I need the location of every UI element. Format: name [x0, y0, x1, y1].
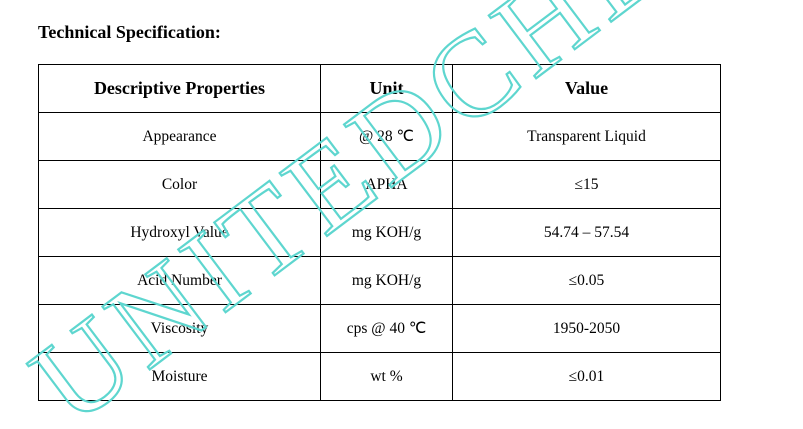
column-header: Value	[452, 64, 721, 113]
table-row: Moisture wt % ≤0.01	[38, 352, 721, 401]
table-cell: ≤15	[452, 160, 721, 209]
table-cell: Viscosity	[38, 304, 321, 353]
table-row: Color APHA ≤15	[38, 160, 721, 209]
table-cell: ≤0.05	[452, 256, 721, 305]
header-row: Descriptive Properties Unit Value	[38, 64, 721, 113]
table-cell: 1950-2050	[452, 304, 721, 353]
table-cell: Color	[38, 160, 321, 209]
column-header: Descriptive Properties	[38, 64, 321, 113]
table-cell: ≤0.01	[452, 352, 721, 401]
table-row: Viscosity cps @ 40 ℃ 1950-2050	[38, 304, 721, 353]
table-cell: Appearance	[38, 112, 321, 161]
table-cell: Hydroxyl Value	[38, 208, 321, 257]
table-cell: mg KOH/g	[320, 256, 453, 305]
heading: Technical Specification:	[38, 22, 221, 42]
table-cell: Transparent Liquid	[452, 112, 721, 161]
table-cell: Acid Number	[38, 256, 321, 305]
table-cell: mg KOH/g	[320, 208, 453, 257]
table-row: Appearance @ 28 ℃ Transparent Liquid	[38, 112, 721, 161]
table-cell: APHA	[320, 160, 453, 209]
table-cell: cps @ 40 ℃	[320, 304, 453, 353]
table-cell: 54.74 – 57.54	[452, 208, 721, 257]
table-row: Hydroxyl Value mg KOH/g 54.74 – 57.54	[38, 208, 721, 257]
table-row: Acid Number mg KOH/g ≤0.05	[38, 256, 721, 305]
spec-table: Descriptive Properties Unit Value Appearan…	[38, 64, 721, 401]
column-header: Unit	[320, 64, 453, 113]
table-cell: wt %	[320, 352, 453, 401]
table-cell: Moisture	[38, 352, 321, 401]
table-body: Appearance @ 28 ℃ Transparent Liquid Color A…	[38, 112, 721, 401]
table-cell: @ 28 ℃	[320, 112, 453, 161]
